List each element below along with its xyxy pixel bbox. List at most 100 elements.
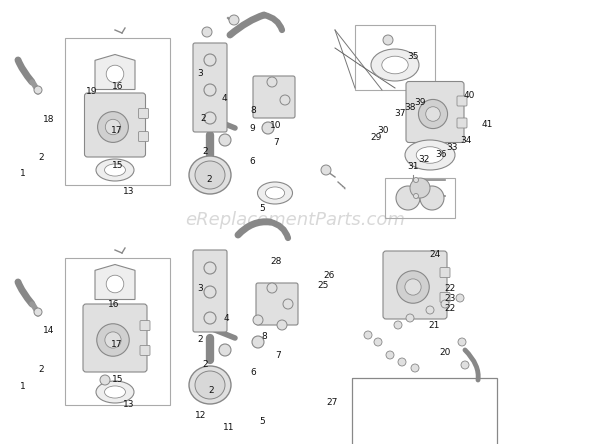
Circle shape bbox=[396, 186, 420, 210]
Text: 1: 1 bbox=[19, 382, 25, 391]
FancyBboxPatch shape bbox=[139, 131, 149, 142]
Text: 22: 22 bbox=[444, 304, 455, 313]
Polygon shape bbox=[95, 265, 135, 300]
Text: 34: 34 bbox=[460, 136, 472, 145]
Text: 9: 9 bbox=[249, 124, 255, 133]
Text: 29: 29 bbox=[370, 133, 382, 142]
Text: 21: 21 bbox=[428, 321, 440, 330]
Text: 2: 2 bbox=[202, 147, 208, 156]
Ellipse shape bbox=[104, 386, 126, 398]
Text: 39: 39 bbox=[414, 98, 426, 107]
Circle shape bbox=[100, 375, 110, 385]
Text: 28: 28 bbox=[270, 257, 282, 266]
FancyBboxPatch shape bbox=[406, 82, 464, 143]
Ellipse shape bbox=[405, 140, 455, 170]
Text: 20: 20 bbox=[440, 348, 451, 357]
Bar bbox=[385, 178, 455, 218]
Text: 30: 30 bbox=[378, 126, 389, 135]
Text: 3: 3 bbox=[198, 69, 204, 78]
Text: 17: 17 bbox=[110, 126, 122, 135]
Text: 2: 2 bbox=[198, 335, 204, 344]
Circle shape bbox=[396, 271, 430, 303]
Text: 7: 7 bbox=[273, 138, 279, 147]
Circle shape bbox=[105, 332, 121, 348]
Circle shape bbox=[383, 35, 393, 45]
Circle shape bbox=[204, 112, 216, 124]
Circle shape bbox=[374, 338, 382, 346]
Text: 2: 2 bbox=[208, 386, 214, 395]
Bar bbox=[65, 38, 170, 185]
Text: 24: 24 bbox=[430, 250, 441, 259]
Text: 6: 6 bbox=[249, 157, 255, 166]
FancyBboxPatch shape bbox=[140, 345, 150, 355]
Text: 13: 13 bbox=[123, 400, 135, 409]
Text: 16: 16 bbox=[108, 300, 120, 309]
FancyBboxPatch shape bbox=[140, 321, 150, 331]
Circle shape bbox=[406, 314, 414, 322]
Circle shape bbox=[204, 262, 216, 274]
Ellipse shape bbox=[371, 49, 419, 81]
FancyBboxPatch shape bbox=[84, 93, 146, 157]
FancyBboxPatch shape bbox=[440, 268, 450, 278]
Text: eReplacementParts.com: eReplacementParts.com bbox=[185, 211, 405, 229]
Circle shape bbox=[204, 286, 216, 298]
Circle shape bbox=[418, 99, 448, 129]
Text: 12: 12 bbox=[195, 411, 206, 420]
Text: 18: 18 bbox=[42, 115, 54, 124]
Ellipse shape bbox=[382, 56, 408, 74]
Circle shape bbox=[204, 312, 216, 324]
Circle shape bbox=[229, 15, 239, 25]
Circle shape bbox=[97, 111, 129, 143]
Text: 19: 19 bbox=[86, 87, 97, 96]
Circle shape bbox=[386, 351, 394, 359]
Text: 16: 16 bbox=[112, 82, 124, 91]
Circle shape bbox=[420, 186, 444, 210]
Text: 8: 8 bbox=[251, 106, 257, 115]
Text: 15: 15 bbox=[112, 375, 124, 384]
Circle shape bbox=[426, 306, 434, 314]
Text: 41: 41 bbox=[481, 120, 493, 129]
Text: 23: 23 bbox=[444, 294, 455, 303]
Text: 22: 22 bbox=[444, 284, 455, 293]
Circle shape bbox=[97, 324, 129, 356]
Text: 25: 25 bbox=[317, 281, 329, 290]
Ellipse shape bbox=[195, 161, 225, 189]
Circle shape bbox=[441, 300, 449, 308]
Text: 26: 26 bbox=[323, 271, 335, 280]
Text: 1: 1 bbox=[19, 169, 25, 178]
Text: 15: 15 bbox=[112, 161, 124, 170]
Circle shape bbox=[414, 194, 418, 198]
Text: 2: 2 bbox=[202, 360, 208, 369]
Text: 2: 2 bbox=[201, 114, 206, 123]
Circle shape bbox=[106, 275, 124, 293]
Text: 14: 14 bbox=[42, 326, 54, 335]
Text: 4: 4 bbox=[221, 94, 227, 103]
FancyBboxPatch shape bbox=[440, 293, 450, 302]
FancyBboxPatch shape bbox=[83, 304, 147, 372]
Ellipse shape bbox=[417, 147, 444, 163]
Text: 8: 8 bbox=[261, 332, 267, 341]
Ellipse shape bbox=[257, 182, 293, 204]
Circle shape bbox=[283, 299, 293, 309]
Ellipse shape bbox=[189, 366, 231, 404]
Circle shape bbox=[204, 84, 216, 96]
Text: 5: 5 bbox=[260, 417, 266, 426]
Circle shape bbox=[411, 364, 419, 372]
Circle shape bbox=[219, 344, 231, 356]
Circle shape bbox=[219, 134, 231, 146]
Text: 10: 10 bbox=[270, 121, 282, 130]
Circle shape bbox=[426, 107, 440, 121]
Circle shape bbox=[280, 95, 290, 105]
Circle shape bbox=[267, 283, 277, 293]
Circle shape bbox=[252, 336, 264, 348]
Circle shape bbox=[34, 308, 42, 316]
Text: 2: 2 bbox=[38, 153, 44, 162]
Text: 36: 36 bbox=[435, 150, 447, 159]
Circle shape bbox=[262, 122, 274, 134]
Circle shape bbox=[414, 178, 418, 182]
Text: 2: 2 bbox=[38, 365, 44, 374]
Circle shape bbox=[410, 178, 430, 198]
Circle shape bbox=[253, 315, 263, 325]
Circle shape bbox=[458, 338, 466, 346]
Ellipse shape bbox=[266, 187, 284, 199]
